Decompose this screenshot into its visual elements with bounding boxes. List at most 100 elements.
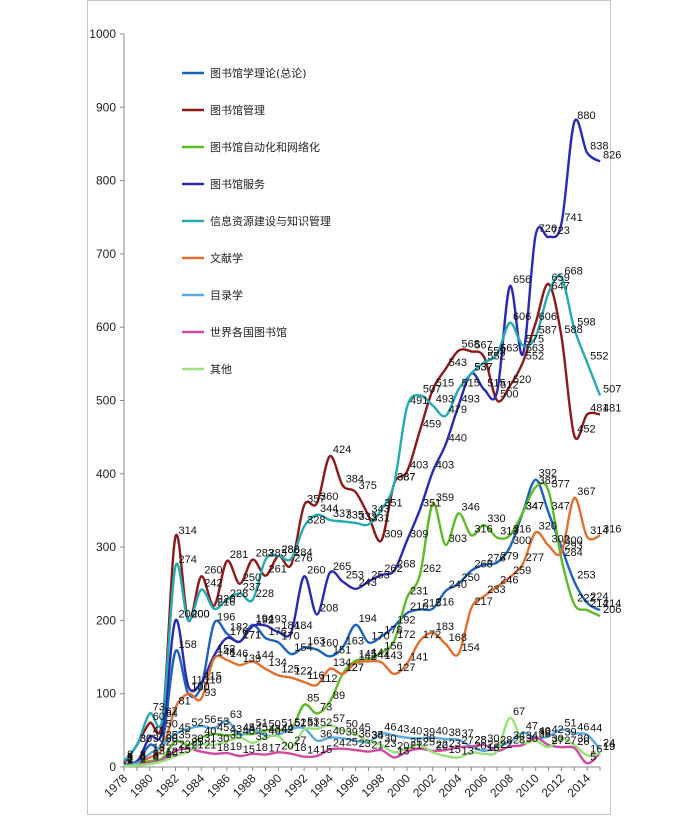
data-label: 14 <box>307 745 319 757</box>
data-label: 351 <box>384 498 402 510</box>
data-label: 100 <box>191 682 209 694</box>
legend-label: 图书馆学理论(总论) <box>210 66 307 80</box>
data-label: 171 <box>243 630 261 642</box>
data-label: 351 <box>423 498 441 510</box>
data-label: 28 <box>474 734 486 746</box>
data-label: 552 <box>526 350 544 362</box>
data-label: 147 <box>371 647 389 659</box>
data-label: 741 <box>564 212 582 224</box>
data-label: 30 <box>140 733 152 745</box>
data-label: 314 <box>590 525 608 537</box>
data-label: 575 <box>526 334 544 346</box>
data-label: 23 <box>384 738 396 750</box>
data-label: 543 <box>449 357 467 369</box>
data-label: 15 <box>449 744 461 756</box>
data-label: 45 <box>243 722 255 734</box>
data-label: 19 <box>603 741 615 753</box>
data-label: 1 <box>127 754 133 766</box>
data-label: 40 <box>243 726 255 738</box>
data-label: 22 <box>178 739 190 751</box>
data-label: 214 <box>590 598 608 610</box>
data-label: 262 <box>423 563 441 575</box>
data-label: 151 <box>333 644 351 656</box>
data-label: 222 <box>577 592 595 604</box>
data-label: 2 <box>140 754 146 766</box>
data-label: 347 <box>526 501 544 513</box>
data-label: 110 <box>204 674 222 686</box>
data-label: 144 <box>371 649 389 661</box>
data-label: 34 <box>526 730 538 742</box>
y-tick-label: 0 <box>109 760 116 774</box>
data-label: 40 <box>410 726 422 738</box>
data-label: 647 <box>552 281 570 293</box>
x-tick-label: 2010 <box>513 771 542 800</box>
data-label: 328 <box>307 515 325 527</box>
series-line <box>123 274 602 762</box>
data-label: 36 <box>359 729 371 741</box>
data-label: 19 <box>603 741 615 753</box>
data-label: 313 <box>500 526 518 538</box>
data-label: 217 <box>474 596 492 608</box>
data-label: 172 <box>397 629 415 641</box>
data-label: 552 <box>590 350 608 362</box>
series-line <box>123 719 601 767</box>
data-label: 44 <box>281 723 293 735</box>
data-label: 274 <box>178 554 196 566</box>
data-label: 145 <box>359 649 377 661</box>
data-label: 552 <box>487 350 505 362</box>
data-label: 568 <box>461 339 479 351</box>
data-label: 260 <box>204 564 222 576</box>
data-label: 261 <box>269 564 287 576</box>
data-label: 154 <box>461 642 479 654</box>
data-label: 826 <box>603 150 621 162</box>
data-label: 178 <box>384 625 402 637</box>
data-label: 44 <box>243 723 255 735</box>
data-label: 44 <box>590 723 602 735</box>
data-label: 559 <box>487 345 505 357</box>
data-label: 277 <box>526 552 544 564</box>
data-label: 30 <box>423 733 435 745</box>
data-label: 5 <box>590 751 596 763</box>
data-label: 40 <box>436 726 448 738</box>
data-label: 309 <box>384 529 402 541</box>
data-label: 184 <box>294 620 312 632</box>
data-label: 16 <box>590 743 602 755</box>
x-tick-label: 1994 <box>307 771 336 800</box>
data-label: 34 <box>371 730 383 742</box>
x-tick-label: 2000 <box>384 771 413 800</box>
data-label: 452 <box>577 424 595 436</box>
series-line <box>123 118 601 767</box>
data-label: 316 <box>603 523 621 535</box>
data-label: 20 <box>436 740 448 752</box>
data-label: 12 <box>166 746 178 758</box>
data-label: 723 <box>552 225 570 237</box>
data-label: 587 <box>539 325 557 337</box>
data-label: 387 <box>397 471 415 483</box>
data-label: 43 <box>230 723 242 735</box>
data-label: 387 <box>397 471 415 483</box>
data-label: 67 <box>513 706 525 718</box>
data-label: 440 <box>449 432 467 444</box>
y-tick-label: 400 <box>96 467 116 481</box>
data-label: 25 <box>166 737 178 749</box>
data-label: 93 <box>204 687 216 699</box>
data-label: 154 <box>294 642 312 654</box>
legend-label: 图书馆管理 <box>210 103 265 117</box>
data-label: 606 <box>539 311 557 323</box>
y-tick-label: 200 <box>96 613 116 627</box>
data-label: 127 <box>397 662 415 674</box>
data-label: 56 <box>204 714 216 726</box>
y-tick-label: 700 <box>96 247 116 261</box>
series-line <box>123 716 601 768</box>
data-label: 51 <box>281 718 293 730</box>
data-label: 479 <box>449 404 467 416</box>
data-label: 515 <box>436 378 454 390</box>
data-label: 134 <box>269 657 287 669</box>
y-tick-label: 1000 <box>89 27 116 41</box>
data-label: 15 <box>243 744 255 756</box>
data-label: 3 <box>127 753 133 765</box>
data-label: 288 <box>281 544 299 556</box>
data-label: 330 <box>487 513 505 525</box>
data-label: 22 <box>487 739 499 751</box>
data-label: 42 <box>552 724 564 736</box>
